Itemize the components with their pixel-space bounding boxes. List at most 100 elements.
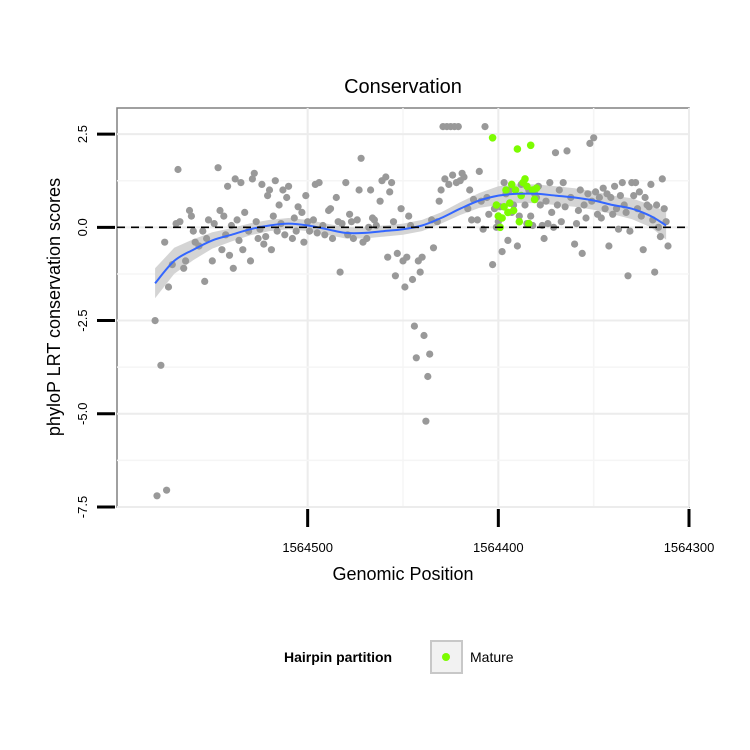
- data-point: [590, 134, 598, 142]
- data-point: [258, 180, 266, 188]
- data-point: [201, 277, 209, 285]
- data-point: [271, 177, 279, 185]
- data-point: [252, 218, 260, 226]
- data-point: [540, 234, 548, 243]
- data-point: [586, 139, 594, 147]
- data-point: [292, 227, 300, 235]
- x-tick-label: 1564400: [473, 540, 524, 555]
- data-point: [203, 234, 211, 243]
- data-point: [616, 192, 625, 200]
- data-point: [614, 225, 623, 233]
- data-point: [389, 218, 398, 226]
- data-point: [424, 372, 432, 381]
- y-axis: 2.5 0.0 -2.5 -5.0 -7.5: [75, 125, 115, 518]
- data-point: [283, 193, 291, 202]
- data-point-mature: [515, 217, 524, 226]
- data-point: [298, 208, 306, 216]
- data-point: [250, 169, 258, 177]
- data-point: [527, 212, 535, 220]
- data-point: [435, 197, 443, 205]
- data-point: [393, 249, 401, 257]
- data-point: [521, 201, 529, 209]
- data-point: [460, 173, 468, 181]
- data-point: [641, 193, 649, 202]
- data-point: [218, 246, 226, 254]
- data-point: [355, 186, 363, 194]
- data-point-mature: [525, 219, 533, 228]
- data-point: [584, 190, 592, 198]
- data-point: [418, 253, 426, 261]
- data-point: [391, 272, 399, 280]
- data-point: [275, 201, 283, 209]
- data-point: [403, 253, 411, 261]
- data-point: [189, 227, 197, 235]
- data-point: [182, 257, 190, 265]
- data-point: [551, 149, 560, 157]
- data-point: [559, 179, 567, 187]
- data-point: [279, 186, 287, 194]
- data-point: [388, 179, 396, 187]
- data-point: [653, 201, 661, 209]
- data-point: [548, 208, 556, 216]
- data-point: [241, 208, 249, 216]
- data-point: [309, 216, 317, 224]
- data-point: [161, 238, 169, 246]
- data-point-mature: [498, 214, 506, 222]
- data-point-mature: [523, 182, 531, 191]
- data-point: [285, 182, 293, 190]
- data-point: [468, 216, 476, 224]
- data-point-mature: [488, 134, 497, 142]
- data-point: [353, 216, 361, 224]
- data-point: [618, 179, 626, 187]
- x-axis: 1564500 1564400 1564300: [282, 509, 714, 555]
- data-point: [290, 214, 298, 222]
- data-point: [609, 210, 617, 218]
- data-point: [220, 212, 228, 220]
- data-point: [437, 186, 445, 194]
- data-point-mature: [511, 186, 520, 194]
- data-point: [654, 223, 663, 231]
- data-point: [216, 206, 224, 215]
- data-point: [300, 238, 308, 246]
- data-point: [153, 492, 161, 500]
- data-point: [647, 180, 655, 188]
- data-point: [498, 248, 506, 256]
- data-point: [485, 210, 493, 218]
- data-point: [553, 201, 562, 209]
- y-tick-label: -7.5: [75, 496, 90, 518]
- data-point: [445, 180, 453, 188]
- data-point: [370, 216, 378, 224]
- data-point: [601, 205, 609, 213]
- data-point: [382, 173, 390, 181]
- data-point: [574, 206, 583, 215]
- x-axis-title: Genomic Position: [332, 564, 473, 584]
- data-point: [420, 331, 428, 340]
- y-axis-title: phyloP LRT conservation scores: [44, 178, 64, 436]
- data-point-mature: [500, 203, 508, 211]
- data-point: [260, 240, 268, 248]
- data-point: [264, 192, 272, 200]
- data-point: [231, 175, 239, 183]
- data-point: [664, 242, 672, 250]
- x-tick-label: 1564500: [282, 540, 333, 555]
- data-point: [376, 197, 384, 205]
- data-point: [246, 257, 255, 265]
- data-point-mature: [521, 175, 529, 183]
- data-point: [441, 175, 449, 183]
- data-point: [338, 220, 346, 228]
- data-point: [605, 242, 613, 250]
- data-point: [557, 218, 565, 226]
- data-point: [347, 218, 356, 226]
- data-point: [168, 261, 176, 269]
- data-point: [302, 192, 310, 200]
- data-point: [357, 154, 365, 162]
- data-point: [397, 205, 405, 213]
- data-point: [572, 220, 581, 228]
- data-point-mature: [509, 206, 518, 215]
- data-point: [658, 175, 666, 183]
- data-point: [578, 249, 586, 257]
- data-point: [185, 206, 194, 215]
- y-tick-label: -2.5: [75, 309, 90, 331]
- legend-label-mature: Mature: [470, 649, 514, 665]
